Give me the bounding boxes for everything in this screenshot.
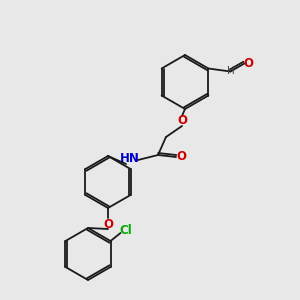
Text: H: H bbox=[226, 67, 234, 76]
Text: HN: HN bbox=[120, 152, 140, 164]
Text: O: O bbox=[176, 151, 186, 164]
Text: Cl: Cl bbox=[119, 224, 132, 236]
Text: O: O bbox=[103, 218, 113, 230]
Text: O: O bbox=[243, 57, 254, 70]
Text: O: O bbox=[177, 115, 187, 128]
